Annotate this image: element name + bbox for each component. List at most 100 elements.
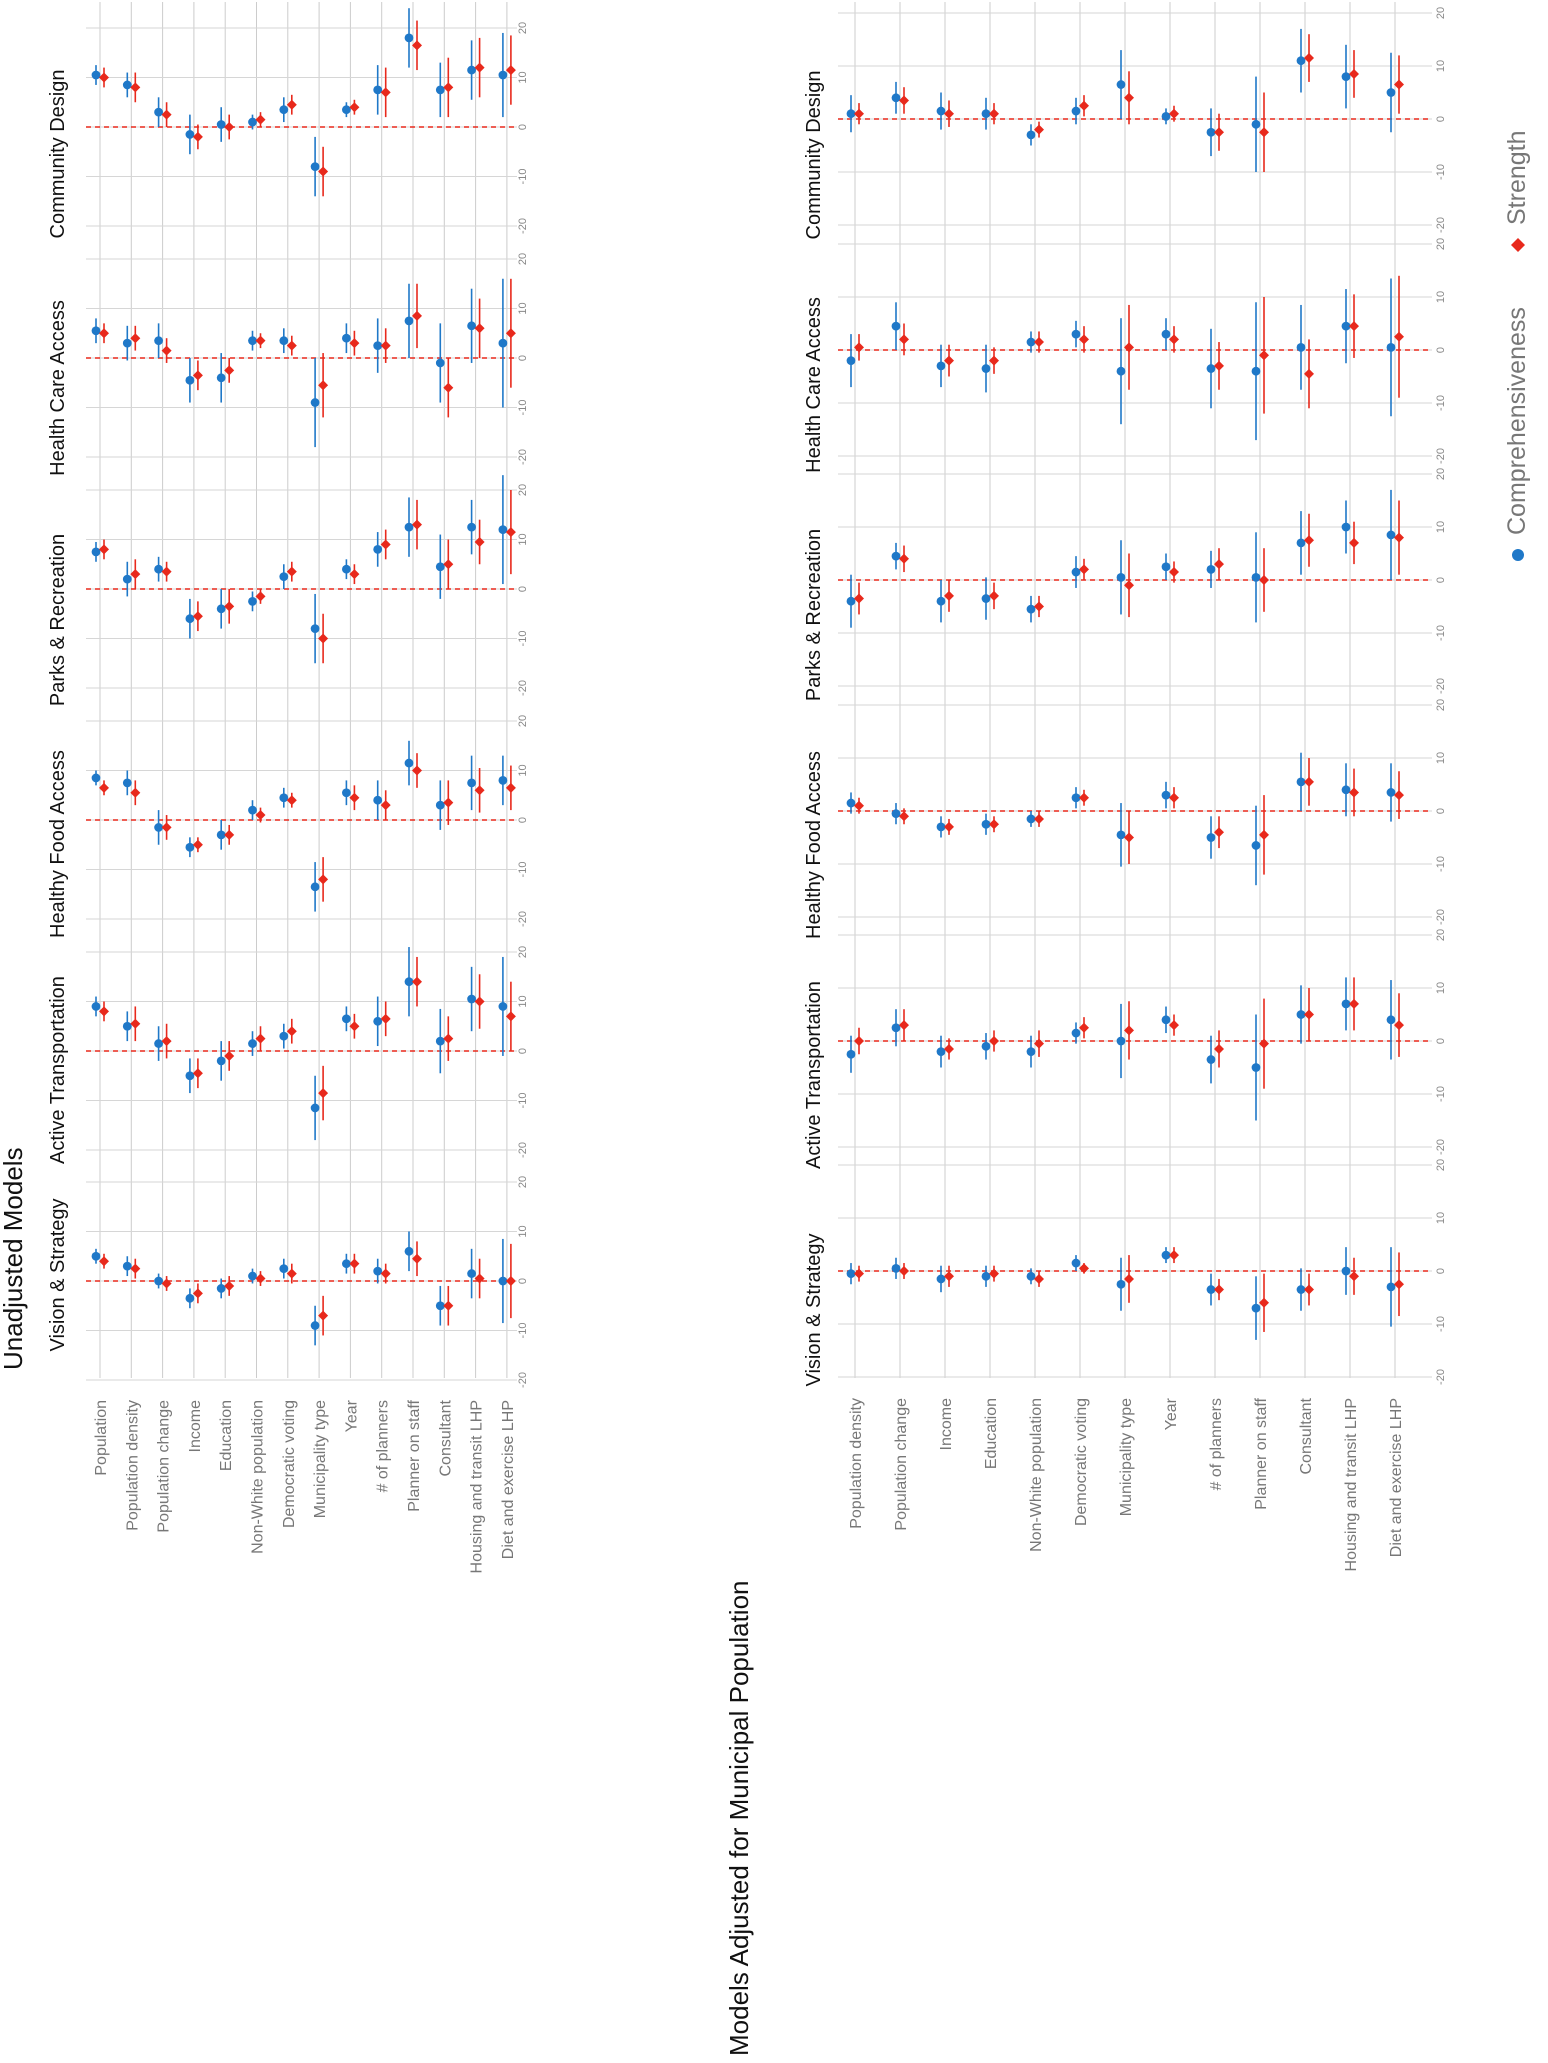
comprehensiveness-point xyxy=(404,977,414,987)
strength-point xyxy=(1079,100,1089,111)
comprehensiveness-point xyxy=(279,336,289,346)
value-tick-label: 0 xyxy=(517,355,529,361)
comprehensiveness-point xyxy=(1071,1028,1081,1038)
value-tick-label: -20 xyxy=(1435,217,1447,233)
facet-community-design: -20 -10 0 10 20 Community Design xyxy=(803,7,1447,240)
comprehensiveness-point xyxy=(498,776,508,785)
value-tick-label: -10 xyxy=(517,631,529,647)
strength-point xyxy=(1214,827,1224,838)
value-tick-label: 10 xyxy=(1435,1212,1447,1224)
comprehensiveness-point xyxy=(216,1056,226,1066)
strength-point xyxy=(1394,1020,1404,1031)
comprehensiveness-point xyxy=(846,798,856,808)
comprehensiveness-point xyxy=(1206,1285,1216,1294)
value-tick-label: 0 xyxy=(517,1048,529,1054)
comprehensiveness-point xyxy=(498,1002,508,1011)
comprehensiveness-point xyxy=(435,562,445,572)
value-tick-label: 20 xyxy=(1435,7,1447,19)
facet-community-design: -20 -10 0 10 20 Community Design xyxy=(47,8,529,238)
strength-point xyxy=(899,95,909,106)
comprehensiveness-point xyxy=(936,1274,946,1284)
strength-point xyxy=(1304,776,1314,787)
strength-point xyxy=(286,566,297,577)
comprehensiveness-point xyxy=(1251,1063,1261,1072)
strength-point xyxy=(944,821,954,832)
comprehensiveness-point xyxy=(1116,572,1126,582)
comprehensiveness-point xyxy=(216,120,226,129)
comprehensiveness-point xyxy=(981,1041,991,1051)
value-tick-label: 10 xyxy=(1435,291,1447,303)
legend-strength-marker xyxy=(1511,238,1525,252)
strength-point xyxy=(380,800,391,811)
variable-label-consultant: Consultant xyxy=(437,1399,454,1476)
comprehensiveness-point xyxy=(122,338,132,348)
comprehensiveness-point xyxy=(248,805,257,815)
strength-point xyxy=(1394,790,1404,801)
strength-point xyxy=(1124,92,1134,103)
comprehensiveness-point xyxy=(981,819,991,829)
legend-comprehensiveness-label: Comprehensiveness xyxy=(1503,307,1531,535)
strength-point xyxy=(1349,787,1359,798)
strength-point xyxy=(474,536,485,547)
facet-title: Community Design xyxy=(803,71,825,240)
strength-point xyxy=(1304,1009,1314,1020)
value-tick-label: 0 xyxy=(1435,1038,1447,1044)
strength-point xyxy=(1079,792,1089,803)
value-tick-label: 0 xyxy=(1435,577,1447,583)
strength-point xyxy=(380,1268,391,1279)
facet-healthy-food-access: -20 -10 0 10 20 Healthy Food Access xyxy=(47,715,529,938)
comprehensiveness-point xyxy=(467,522,476,532)
strength-point xyxy=(99,1006,109,1017)
comprehensiveness-point xyxy=(279,1264,289,1274)
comprehensiveness-point xyxy=(404,1246,414,1256)
strength-point xyxy=(1124,1273,1134,1284)
facet-title: Active Transportation xyxy=(47,976,69,1164)
comprehensiveness-point xyxy=(936,822,946,832)
strength-point xyxy=(944,590,954,601)
strength-point xyxy=(1304,1284,1314,1295)
strength-point xyxy=(130,82,141,93)
strength-point xyxy=(1079,334,1089,345)
strength-point xyxy=(255,1033,266,1044)
variable-label-democratic-voting: Democratic voting xyxy=(281,1400,298,1528)
strength-point xyxy=(443,797,454,808)
comprehensiveness-point xyxy=(310,1103,320,1113)
strength-point xyxy=(1304,368,1314,379)
comprehensiveness-point xyxy=(1386,788,1396,797)
variable-label-non-white-population: Non-White population xyxy=(1028,1398,1045,1552)
strength-point xyxy=(1169,1020,1179,1031)
comprehensiveness-point xyxy=(1071,329,1081,339)
comprehensiveness-point xyxy=(342,105,351,115)
comprehensiveness-point xyxy=(1296,56,1306,66)
strength-point xyxy=(443,1300,454,1311)
comprehensiveness-point xyxy=(91,326,101,336)
strength-point xyxy=(1349,1271,1359,1282)
variable-label-income: Income xyxy=(938,1398,955,1451)
strength-point xyxy=(944,1271,954,1282)
strength-point xyxy=(286,1026,297,1037)
comprehensiveness-point xyxy=(891,93,901,103)
value-tick-label: 20 xyxy=(1435,238,1447,250)
strength-point xyxy=(349,102,360,113)
comprehensiveness-point xyxy=(1206,127,1216,137)
comprehensiveness-point xyxy=(342,333,351,343)
strength-point xyxy=(412,976,422,987)
strength-point xyxy=(255,591,266,602)
comprehensiveness-point xyxy=(467,778,476,788)
variable-label-planner-on-staff: Planner on staff xyxy=(406,1399,423,1511)
comprehensiveness-point xyxy=(1026,604,1036,614)
strength-point xyxy=(224,601,235,612)
strength-point xyxy=(1169,108,1179,119)
strength-point xyxy=(505,1011,516,1022)
strength-point xyxy=(99,1256,109,1267)
comprehensiveness-point xyxy=(1296,777,1306,787)
strength-point xyxy=(286,340,297,351)
strength-point xyxy=(412,1253,422,1264)
comprehensiveness-point xyxy=(435,1036,445,1046)
strength-point xyxy=(443,1033,454,1044)
comprehensiveness-point xyxy=(404,33,414,43)
strength-point xyxy=(130,787,141,798)
comprehensiveness-point xyxy=(1026,130,1036,140)
strength-point xyxy=(412,40,422,51)
comprehensiveness-point xyxy=(216,373,226,383)
